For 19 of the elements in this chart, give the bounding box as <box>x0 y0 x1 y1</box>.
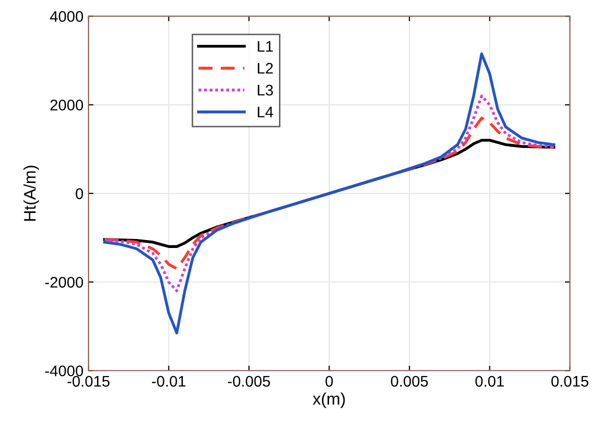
x-tick-label: 0.005 <box>390 376 428 387</box>
legend-label: L4 <box>258 106 274 118</box>
x-tick-label: 0.015 <box>551 376 588 387</box>
x-tick-label: 0.01 <box>475 376 504 387</box>
legend-label: L1 <box>258 41 273 52</box>
y-tick-label: 4000 <box>50 11 84 22</box>
y-axis-title: Ht(A/m) <box>23 166 40 221</box>
y-tick-label: 0 <box>76 188 84 200</box>
x-tick-label: -0.015 <box>68 376 110 387</box>
legend-label: L2 <box>258 62 273 74</box>
x-tick-label: 0 <box>326 376 333 387</box>
y-tick-label: -2000 <box>45 276 84 288</box>
line-series <box>103 52 556 334</box>
legend-label: L3 <box>258 84 273 96</box>
x-tick-label: -0.01 <box>152 376 186 387</box>
y-tick-label: -4000 <box>45 365 84 376</box>
x-axis-title: x(m) <box>312 392 345 408</box>
y-tick-label: 2000 <box>50 100 84 110</box>
x-tick-label: -0.005 <box>228 376 270 387</box>
